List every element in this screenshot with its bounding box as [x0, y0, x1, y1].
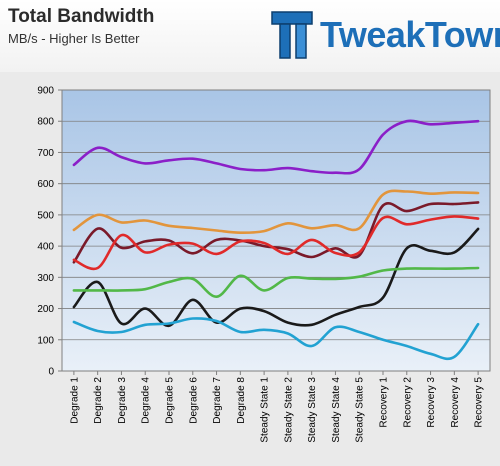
tweaktown-logo: TweakTown: [270, 8, 500, 64]
gridlines: [62, 89, 490, 372]
y-tick-label: 600: [37, 179, 54, 190]
series-line-5: [72, 227, 480, 327]
x-tick-label: Recovery 5: [474, 377, 485, 428]
x-tick-label: Recovery 4: [450, 377, 461, 428]
x-tick-label: Degrade 4: [141, 377, 152, 424]
chart-header: Total Bandwidth MB/s - Higher Is Better …: [0, 0, 500, 72]
chart-subtitle: MB/s - Higher Is Better: [8, 31, 140, 46]
plot-area: [61, 89, 491, 372]
x-tick-label: Degrade 7: [212, 377, 223, 424]
y-tick-label: 500: [37, 210, 54, 221]
x-tick-label: Degrade 3: [117, 377, 128, 424]
tweaktown-logo-icon: [271, 11, 313, 59]
x-tick-label: Recovery 2: [402, 377, 413, 428]
y-tick-label: 400: [37, 242, 54, 253]
x-tick-label: Steady State 3: [307, 377, 318, 443]
x-tick-label: Degrade 8: [236, 377, 247, 424]
x-tick-label: Recovery 1: [379, 377, 390, 428]
y-tick-label: 700: [37, 148, 54, 159]
x-tick-label: Degrade 6: [188, 377, 199, 424]
series-line-7: [72, 317, 480, 361]
logo-text: TweakTown: [320, 14, 500, 55]
x-tick-label: Steady State 5: [355, 377, 366, 443]
x-tick-label: Steady State 2: [283, 377, 294, 443]
y-axis: 0 100 200 300 400 500 600 700 800 900: [37, 86, 62, 378]
y-tick-label: 800: [37, 117, 54, 128]
y-tick-label: 200: [37, 304, 54, 315]
x-tick-label: Degrade 2: [93, 377, 104, 424]
x-tick-label: Steady State 1: [260, 377, 271, 443]
series-line-2: [72, 189, 480, 235]
series-line-1: [72, 119, 480, 175]
x-axis: Degrade 1 Degrade 2 Degrade 3 Degrade 4 Degr…: [69, 371, 485, 443]
y-tick-label: 100: [37, 335, 54, 346]
series-line-6: [72, 266, 480, 298]
x-tick-label: Degrade 1: [69, 377, 80, 424]
plot-background: [61, 89, 491, 372]
series-line-3: [72, 201, 480, 264]
series-lines: [72, 119, 480, 361]
y-tick-label: 0: [48, 367, 54, 378]
y-tick-label: 900: [37, 86, 54, 97]
x-tick-label: Degrade 5: [165, 377, 176, 424]
x-tick-label: Steady State 4: [331, 377, 342, 443]
series-line-4: [72, 215, 480, 271]
x-tick-label: Recovery 3: [426, 377, 437, 428]
y-tick-label: 300: [37, 273, 54, 284]
chart-title: Total Bandwidth: [8, 6, 155, 27]
